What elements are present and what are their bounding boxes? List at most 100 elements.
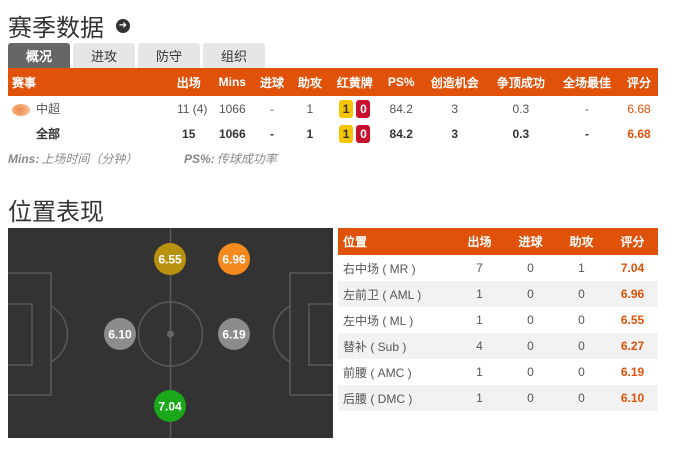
aerials: 0.3 [512, 101, 530, 116]
tab-attack[interactable]: 进攻 [73, 43, 135, 68]
position-marker-dmc[interactable] [104, 318, 136, 350]
apps: 15 [182, 126, 196, 141]
assists: 0 [556, 333, 607, 359]
table-row: 左前卫 ( AML ) 1 0 0 6.96 [338, 281, 658, 307]
position-marker-rating: 7.04 [158, 400, 182, 414]
goals: 0 [505, 385, 556, 411]
rating: 6.96 [607, 281, 658, 307]
position-marker-aml[interactable] [218, 243, 250, 275]
col-competition[interactable]: 赛事 [8, 68, 166, 96]
goals: 0 [505, 281, 556, 307]
col-goals[interactable]: 进球 [505, 228, 556, 255]
rating: 6.68 [627, 126, 651, 141]
table-row: 后腰 ( DMC ) 1 0 0 6.10 [338, 385, 658, 411]
col-rating[interactable]: 评分 [620, 68, 658, 96]
motm: - [585, 126, 590, 141]
note-text: 传球成功率 [216, 152, 277, 166]
col-apps[interactable]: 出场 [166, 68, 212, 96]
rating: 6.68 [627, 101, 651, 116]
legend-notes: Mins: 上场时间（分钟） PS%: 传球成功率 [8, 150, 277, 167]
position: 左前卫 ( AML ) [338, 281, 454, 307]
competition-link[interactable]: 中超 [36, 102, 61, 116]
assists: 0 [578, 365, 585, 379]
position-marker-mr[interactable] [154, 390, 186, 422]
assists: 1 [306, 126, 314, 141]
key-passes: 3 [451, 126, 459, 141]
position: 后腰 ( DMC ) [338, 385, 454, 411]
competition: 全部 [36, 127, 61, 141]
aerials: 0.3 [512, 126, 530, 141]
apps: 11 (4) [176, 101, 208, 116]
rating: 6.27 [607, 333, 658, 359]
note-key: PS%: [184, 152, 215, 166]
position: 左中场 ( ML ) [343, 313, 414, 328]
col-assists[interactable]: 助攻 [290, 68, 329, 96]
cards: 1 0 [329, 96, 381, 121]
goals: 0 [527, 313, 534, 327]
col-key-passes[interactable]: 创造机会 [421, 68, 488, 96]
position: 右中场 ( MR ) [343, 261, 416, 276]
rating: 6.19 [620, 365, 645, 379]
assists: 0 [556, 385, 607, 411]
arrow-right-circle-icon[interactable]: ➜ [116, 18, 130, 33]
mins: 1066 [218, 126, 246, 141]
apps: 1 [476, 365, 483, 379]
tab-passing[interactable]: 组织 [203, 43, 265, 68]
col-rating[interactable]: 评分 [607, 228, 658, 255]
yellow-card: 1 [339, 99, 354, 118]
col-goals[interactable]: 进球 [253, 68, 291, 96]
red-card: 0 [356, 124, 371, 143]
col-position[interactable]: 位置 [338, 228, 454, 255]
goals: 0 [527, 261, 534, 275]
note-text: 上场时间（分钟） [41, 152, 138, 166]
assists: 1 [306, 101, 314, 116]
apps: 1 [454, 281, 505, 307]
ps: 84.2 [389, 101, 413, 116]
pitch-diagram: 6.55 6.96 6.10 6.19 7.04 [8, 228, 333, 438]
mins: 1066 [218, 101, 246, 116]
position: 替补 ( Sub ) [338, 333, 454, 359]
yellow-card: 1 [339, 124, 354, 143]
apps: 1 [476, 313, 483, 327]
col-motm[interactable]: 全场最佳 [553, 68, 621, 96]
table-header: 赛事 出场 Mins 进球 助攻 红黄牌 PS% 创造机会 争顶成功 全场最佳 … [8, 68, 658, 96]
goals: 0 [527, 365, 534, 379]
position-marker-ml[interactable] [154, 243, 186, 275]
position-marker-rating: 6.19 [222, 328, 246, 342]
col-ps[interactable]: PS% [380, 68, 422, 96]
goals: 0 [505, 333, 556, 359]
goals: - [270, 101, 275, 116]
col-mins[interactable]: Mins [211, 68, 254, 96]
motm: - [585, 101, 590, 116]
league-logo-icon [12, 103, 30, 116]
season-stats-title: 赛季数据 ➜ [8, 8, 130, 43]
table-row-total: 全部 15 1066 - 1 1 0 84.2 3 0.3 - 6.68 [8, 121, 658, 146]
cards: 1 0 [329, 121, 381, 146]
goals: - [270, 126, 275, 141]
assists: 0 [578, 313, 585, 327]
assists: 1 [578, 261, 585, 275]
col-assists[interactable]: 助攻 [556, 228, 607, 255]
col-aerials[interactable]: 争顶成功 [487, 68, 554, 96]
red-card: 0 [356, 99, 371, 118]
table-header: 位置 出场 进球 助攻 评分 [338, 228, 658, 255]
apps: 7 [476, 261, 483, 275]
center-spot [167, 330, 174, 338]
position-table: 位置 出场 进球 助攻 评分 右中场 ( MR ) 7 0 1 7.04 左前卫 ( AM… [338, 228, 658, 411]
ps: 84.2 [389, 126, 413, 141]
apps: 1 [454, 385, 505, 411]
position-marker-rating: 6.96 [222, 253, 246, 267]
tab-defense[interactable]: 防守 [138, 43, 200, 68]
assists: 0 [556, 281, 607, 307]
col-apps[interactable]: 出场 [454, 228, 505, 255]
table-row: 右中场 ( MR ) 7 0 1 7.04 [338, 255, 658, 281]
rating: 6.10 [607, 385, 658, 411]
tab-overview[interactable]: 概况 [8, 43, 70, 68]
rating: 6.55 [620, 313, 645, 327]
col-cards[interactable]: 红黄牌 [328, 68, 381, 96]
position: 前腰 ( AMC ) [343, 365, 412, 380]
position-marker-rating: 6.55 [158, 253, 182, 267]
note-key: Mins: [8, 152, 40, 166]
season-stats-table: 赛事 出场 Mins 进球 助攻 红黄牌 PS% 创造机会 争顶成功 全场最佳 … [8, 68, 658, 146]
position-marker-amc[interactable] [218, 318, 250, 350]
